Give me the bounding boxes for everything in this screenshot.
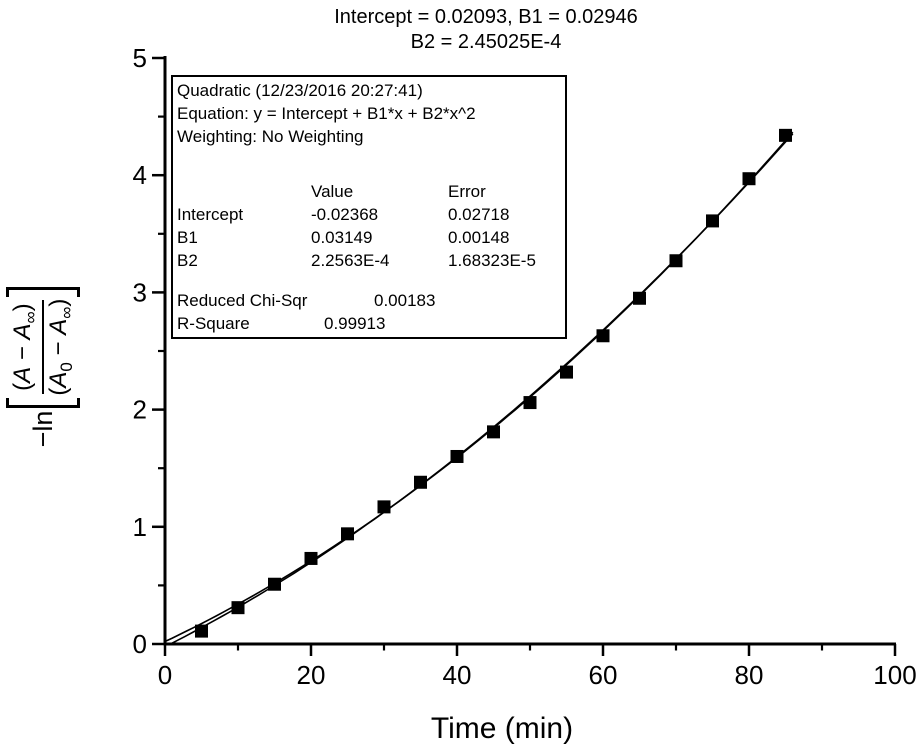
data-point [268, 577, 281, 591]
data-point [195, 624, 208, 638]
data-point [633, 291, 646, 305]
x-axis-label: Time (min) [430, 712, 574, 745]
param-label: Intercept [177, 205, 244, 224]
y-tick-label: 2 [133, 395, 147, 425]
fit-box-model-line: Quadratic (12/23/2016 20:27:41) [177, 81, 423, 100]
x-tick-label: 40 [443, 660, 472, 690]
y-tick-label: 5 [133, 43, 147, 73]
data-point [304, 551, 318, 565]
data-point [414, 475, 427, 489]
param-error: 0.00148 [448, 228, 510, 247]
stat-label: R-Square [177, 314, 250, 333]
param-label: B2 [177, 251, 198, 270]
data-point [742, 172, 756, 186]
chart-title: Intercept = 0.02093, B1 = 0.02946 B2 = 2… [53, 5, 919, 55]
data-point [560, 365, 573, 379]
stat-value: 0.00183 [374, 291, 436, 310]
x-tick-label: 20 [297, 660, 326, 690]
chart-title-line1: Intercept = 0.02093, B1 = 0.02946 [334, 6, 638, 28]
stat-label: Reduced Chi-Sqr [177, 291, 308, 310]
param-value: 0.03149 [311, 228, 373, 247]
fit-results-box: Quadratic (12/23/2016 20:27:41) Equation… [171, 75, 567, 339]
y-axis-label-prefix: −ln [27, 410, 58, 448]
x-tick-label: 80 [735, 660, 764, 690]
param-value: 2.2563E-4 [311, 251, 390, 270]
data-point [523, 396, 537, 410]
data-point [450, 449, 464, 463]
fit-box-header-error: Error [448, 182, 486, 201]
y-tick-label: 4 [133, 160, 147, 190]
stat-value: 0.99913 [324, 314, 386, 333]
fit-box-spacer [177, 148, 565, 180]
fit-box-row-intercept: Intercept -0.02368 0.02718 [177, 203, 565, 226]
left-bracket [6, 397, 80, 408]
data-point [377, 500, 391, 514]
param-error: 0.02718 [448, 205, 510, 224]
fit-box-header-value: Value [311, 182, 354, 201]
fraction-denominator: (A0 − A∞) [45, 298, 76, 396]
fit-box-row-chisqr: Reduced Chi-Sqr 0.00183 [177, 289, 565, 312]
fit-box-header-blank [177, 180, 311, 203]
param-label: B1 [177, 228, 198, 247]
data-point [706, 214, 719, 228]
data-point [596, 329, 610, 343]
param-error: 1.68323E-5 [448, 251, 536, 270]
fit-box-equation-line: Equation: y = Intercept + B1*x + B2*x^2 [177, 104, 476, 123]
y-tick-label: 0 [133, 629, 147, 659]
fraction-numerator: (A − A∞) [9, 300, 44, 394]
data-point [487, 425, 500, 439]
data-point [779, 128, 792, 142]
data-point [231, 601, 245, 615]
fit-box-row-rsquare: R-Square 0.99913 [177, 312, 565, 335]
x-tick-label: 0 [158, 660, 172, 690]
y-tick-label: 1 [133, 512, 147, 542]
y-tick-label: 3 [133, 277, 147, 307]
fit-box-row-b1: B1 0.03149 0.00148 [177, 226, 565, 249]
fit-box-table-header: Value Error [177, 180, 565, 203]
param-value: -0.02368 [311, 205, 379, 224]
y-axis-label-fraction: (A − A∞) (A0 − A∞) [9, 299, 77, 396]
fit-box-spacer [177, 272, 565, 289]
fit-box-row-b2: B2 2.2563E-4 1.68323E-5 [177, 249, 565, 272]
y-axis-label: −ln (A − A∞) (A0 − A∞) [6, 250, 80, 484]
x-tick-label: 100 [873, 660, 916, 690]
chart-title-line2: B2 = 2.45025E-4 [410, 31, 562, 53]
fit-box-weighting-line: Weighting: No Weighting [177, 127, 364, 146]
right-bracket [6, 286, 80, 297]
x-tick-label: 60 [589, 660, 618, 690]
data-point [341, 527, 354, 541]
data-point [669, 254, 683, 268]
